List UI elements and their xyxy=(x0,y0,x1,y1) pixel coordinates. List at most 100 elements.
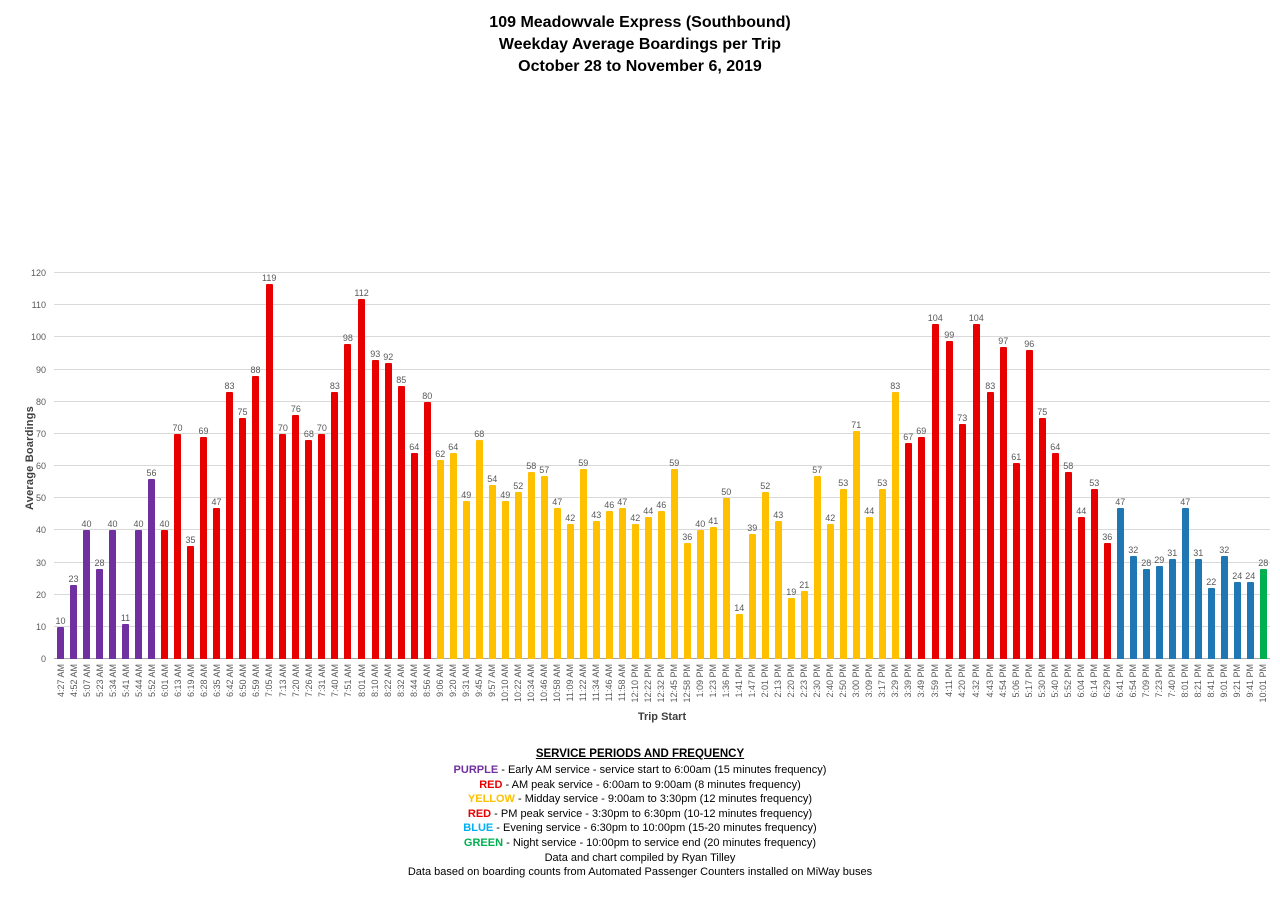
bar-group: 36 12:58 PM xyxy=(681,273,694,702)
bar-7-40-pm xyxy=(1168,559,1176,659)
x-tick-label: 6:42 AM xyxy=(224,664,235,698)
bar-group: 41 1:23 PM xyxy=(707,273,720,697)
x-tick-label: 9:01 PM xyxy=(1219,664,1230,698)
x-tick-label: 6:35 AM xyxy=(211,664,222,698)
x-tick-label: 12:32 PM xyxy=(656,664,667,703)
bar-group: 39 1:47 PM xyxy=(746,273,759,698)
bar-group: 83 3:29 PM xyxy=(889,273,902,698)
bar-group: 64 9:20 AM xyxy=(447,273,460,697)
legend-text: - Midday service - 9:00am to 3:30pm (12 … xyxy=(514,793,813,806)
bar-group: 67 3:39 PM xyxy=(902,273,915,697)
bar-group: 64 5:40 PM xyxy=(1049,273,1062,697)
bar-value-label: 76 xyxy=(290,403,301,414)
bar-group: 54 9:57 AM xyxy=(486,273,499,697)
bar-group: 40 5:44 AM xyxy=(132,273,145,697)
y-tick-label-20: 20 xyxy=(35,589,46,600)
bar-group: 59 12:45 PM xyxy=(668,273,681,702)
bar-6-41-pm xyxy=(1116,507,1124,659)
bar-value-label: 53 xyxy=(877,477,888,488)
bar-value-label: 96 xyxy=(1024,339,1035,350)
legend-line: GREEN - Night service - 10:00pm to servi… xyxy=(0,836,1280,851)
x-tick-label: 5:44 AM xyxy=(133,664,144,698)
bar-group: 11 5:41 AM xyxy=(119,273,132,697)
bar-group: 47 10:58 AM xyxy=(551,273,564,702)
bar-9-06-am xyxy=(436,459,444,659)
bar-value-label: 83 xyxy=(224,381,235,392)
bar-group: 58 5:52 PM xyxy=(1062,273,1075,697)
bar-value-label: 21 xyxy=(799,580,810,591)
bar-value-label: 29 xyxy=(1154,554,1165,565)
x-tick-label: 3:09 PM xyxy=(864,664,875,698)
legend-line: BLUE - Evening service - 6:30pm to 10:00… xyxy=(0,821,1280,836)
bar-value-label: 104 xyxy=(927,313,943,324)
bar-chart: Average Boardings 0 10 20 30 40 50 60 70 80 90 100… xyxy=(6,265,1270,725)
bar-group: 70 6:13 AM xyxy=(171,273,184,697)
bar-11-58-am xyxy=(618,507,626,659)
y-tick-label-40: 40 xyxy=(35,525,46,536)
gridline-50 xyxy=(54,497,1270,499)
bar-6-59-am xyxy=(252,375,259,659)
bar-value-label: 57 xyxy=(539,464,550,475)
bar-value-label: 52 xyxy=(760,480,771,491)
bar-group: 61 5:06 PM xyxy=(1010,273,1023,698)
y-tick-label-120: 120 xyxy=(30,268,46,278)
bar-12-32-pm xyxy=(657,511,665,659)
bar-group: 49 10:10 AM xyxy=(499,273,512,702)
bar-value-label: 112 xyxy=(354,287,369,298)
x-tick-label: 10:01 PM xyxy=(1258,664,1269,703)
bar-12-45-pm xyxy=(670,469,678,659)
bar-value-label: 46 xyxy=(604,500,615,511)
legend-line: RED - AM peak service - 6:00am to 9:00am… xyxy=(0,778,1280,793)
bar-value-label: 14 xyxy=(734,602,745,613)
x-tick-label: 2:23 PM xyxy=(799,664,810,698)
service-periods-legend: SERVICE PERIODS AND FREQUENCY PURPLE - E… xyxy=(0,748,1280,880)
bar-3-17-pm xyxy=(878,488,886,659)
bar-group: 47 11:58 AM xyxy=(616,273,629,702)
bar-9-41-pm xyxy=(1246,581,1254,659)
bar-value-label: 104 xyxy=(968,313,984,324)
bar-7-51-am xyxy=(344,343,352,659)
x-tick-label: 6:59 AM xyxy=(250,664,261,698)
x-tick-label: 3:00 PM xyxy=(851,664,862,698)
bar-7-23-pm xyxy=(1155,565,1163,659)
x-tick-label: 3:29 PM xyxy=(890,664,901,698)
x-tick-label: 7:23 PM xyxy=(1154,664,1165,698)
bar-2-40-pm xyxy=(826,523,834,659)
legend-color-word: BLUE xyxy=(463,822,494,835)
x-tick-label: 6:13 AM xyxy=(172,664,183,698)
bar-6-14-pm xyxy=(1090,488,1098,659)
bar-group: 29 7:23 PM xyxy=(1153,273,1166,698)
bar-7-26-am xyxy=(305,440,313,659)
x-tick-label: 12:45 PM xyxy=(669,664,680,703)
bar-8-01-am xyxy=(358,298,366,659)
legend-text: Data and chart compiled by Ryan Tilley xyxy=(544,851,736,864)
bar-group: 53 3:17 PM xyxy=(876,273,889,698)
bar-value-label: 67 xyxy=(903,432,914,443)
bar-group: 31 7:40 PM xyxy=(1166,273,1179,697)
bar-12-22-pm xyxy=(644,517,652,659)
x-tick-label: 6:50 AM xyxy=(237,664,248,698)
x-tick-label: 6:14 PM xyxy=(1089,664,1100,698)
bar-3-29-pm xyxy=(891,392,899,659)
bar-group: 119 7:05 AM xyxy=(262,273,276,697)
bar-5-40-pm xyxy=(1051,453,1059,659)
bar-group: 112 8:01 AM xyxy=(354,273,369,697)
bar-3-00-pm xyxy=(852,430,860,659)
x-tick-label: 10:10 AM xyxy=(500,664,511,703)
bar-group: 75 5:30 PM xyxy=(1036,273,1049,698)
bar-value-label: 43 xyxy=(773,509,784,520)
bar-group: 73 4:20 PM xyxy=(956,273,969,697)
bar-value-label: 54 xyxy=(487,474,498,485)
x-tick-label: 3:39 PM xyxy=(903,664,914,698)
chart-title-line2: Weekday Average Boardings per Trip xyxy=(498,36,782,53)
bar-9-57-am xyxy=(488,485,496,659)
y-axis-ticks: 0 10 20 30 40 50 60 70 80 90 100 110 120 xyxy=(30,268,50,664)
bar-value-label: 41 xyxy=(708,516,719,527)
bar-value-label: 24 xyxy=(1232,570,1243,581)
x-tick-label: 2:50 PM xyxy=(838,664,849,698)
x-tick-label: 6:29 PM xyxy=(1102,664,1113,698)
bar-group: 47 6:35 AM xyxy=(210,273,223,697)
bar-value-label: 64 xyxy=(409,442,420,453)
bar-5-52-pm xyxy=(1064,472,1072,659)
x-tick-label: 9:57 AM xyxy=(487,664,498,698)
